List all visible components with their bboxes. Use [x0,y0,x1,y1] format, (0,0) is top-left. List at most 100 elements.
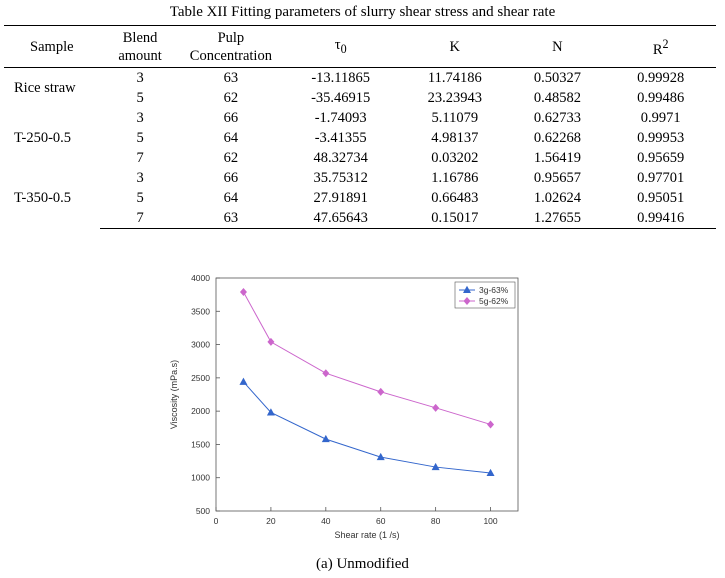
pulp-cell: 63 [223,70,239,86]
blend-cell: 3 [136,70,144,86]
y-tick-label: 500 [196,506,210,516]
blend-cell: 5 [136,90,144,106]
data-point [321,434,330,443]
header-k: K [449,39,461,55]
data-point [377,387,385,396]
figure-caption: (a) Unmodified [316,556,409,572]
pulp-cell: 63 [180,208,282,229]
series-line-0 [243,381,491,474]
y-axis-label: Viscosity (mPa.s) [169,360,179,429]
k-cell: 0.15017 [400,208,510,229]
tau0-cell: 27.91891 [313,190,368,206]
plot-frame [215,277,519,512]
n-cell: 0.95657 [533,170,581,186]
n-cell: 1.02624 [533,190,581,206]
header-blend-amount: Blend amount [100,26,181,68]
header-n: N [552,39,563,55]
pulp-cell: 62 [223,150,239,166]
series-line-1 [243,291,491,425]
legend-marker [463,285,471,293]
k-cell: 23.23943 [427,90,482,106]
data-point [267,337,275,346]
blend-cell: 7 [99,208,181,229]
blend-cell: 3 [136,110,144,126]
table-row: 7 62 48.32734 0.03202 1.56419 0.95659 [4,148,716,168]
header-pulp-concentration: Pulp Concentration [181,26,282,68]
data-point [487,420,495,429]
r2-cell: 0.99486 [637,90,685,106]
y-tick-label: 1000 [191,473,210,483]
data-point [322,369,330,378]
y-tick-label: 2500 [191,373,210,383]
table-row: 7 63 47.65643 0.15017 1.27655 0.99416 [4,208,716,229]
y-tick-label: 2000 [191,406,210,416]
table-row: T-250-0.5 3 66 -1.74093 5.11079 0.62733 … [4,108,716,146]
pulp-cell: 62 [223,90,239,106]
x-tick-label: 100 [483,516,497,526]
table-row: T-350-0.5 3 66 35.75312 1.16786 0.95657 … [4,168,716,206]
blend-cell: 5 [136,130,144,146]
table-row: 5 64 -3.41355 4.98137 0.62268 0.99953 [4,128,716,148]
n-cell: 0.48582 [533,90,581,106]
tau0-cell: -3.41355 [314,130,367,146]
header-r2: R2 [652,37,669,58]
pulp-cell: 66 [223,170,239,186]
y-tick-label: 3000 [191,340,210,350]
pulp-cell: 66 [223,110,239,126]
header-pulp-line2: Concentration [189,48,272,64]
header-blend-line1: Blend [122,30,158,46]
data-point [431,462,440,471]
n-cell: 1.27655 [509,208,606,229]
sample-cell: Rice straw [14,80,76,96]
r2-cell: 0.97701 [637,170,685,186]
pulp-cell: 64 [223,190,239,206]
data-point [266,408,275,416]
x-tick-label: 60 [376,516,386,526]
table-caption: Table XII Fitting parameters of slurry s… [169,4,556,20]
r2-cell: 0.9971 [640,110,681,126]
k-cell: 0.03202 [431,150,479,166]
table-header-row: Sample Blend amount Pulp Concentration τ… [4,25,716,68]
r2-cell: 0.99928 [637,70,685,86]
header-tau0: τ0 [334,37,347,56]
legend-label: 3g-63% [479,285,509,295]
k-cell: 11.74186 [427,70,482,86]
sample-cell: T-350-0.5 [14,190,72,207]
table-row: 5 62 -35.46915 23.23943 0.48582 0.99486 [4,88,716,108]
sample-cell: T-250-0.5 [14,130,72,146]
n-cell: 0.50327 [533,70,581,86]
data-point [432,403,440,412]
y-tick-label: 4000 [191,273,210,283]
chart-svg: 500 1000 1500 2000 2500 3000 3500 4000 0 20 40 60 80… [169,273,519,540]
tau0-cell: 48.32734 [313,150,368,166]
n-cell: 0.62268 [533,130,581,146]
x-tick-label: 20 [266,516,276,526]
k-cell: 1.16786 [431,170,479,186]
k-cell: 4.98137 [431,130,479,146]
n-cell: 0.62733 [533,110,581,126]
data-point [486,468,495,477]
x-tick-label: 40 [321,516,331,526]
pulp-cell: 64 [223,130,239,146]
header-blend-line2: amount [118,48,162,64]
k-cell: 0.66483 [431,190,479,206]
tau0-cell: -35.46915 [311,90,371,106]
r2-cell: 0.95659 [637,150,685,166]
tau0-cell: -13.11865 [311,70,370,86]
legend-label: 5g-62% [479,296,509,306]
blend-cell: 3 [136,170,144,186]
data-point [239,377,248,385]
r2-cell: 0.95051 [637,190,685,206]
header-sample: Sample [30,39,74,55]
k-cell: 5.11079 [431,110,479,126]
r2-cell: 0.99416 [605,208,716,229]
n-cell: 1.56419 [533,150,581,166]
x-tick-label: 80 [431,516,441,526]
blend-cell: 7 [136,150,144,166]
tau0-cell: -1.74093 [314,110,367,126]
viscosity-chart: 500 1000 1500 2000 2500 3000 3500 4000 0 20 40 60 80… [163,268,543,550]
tau0-cell: 47.65643 [281,208,401,229]
data-point [239,287,247,296]
tau0-cell: 35.75312 [313,170,368,186]
header-pulp-line1: Pulp [217,30,245,46]
